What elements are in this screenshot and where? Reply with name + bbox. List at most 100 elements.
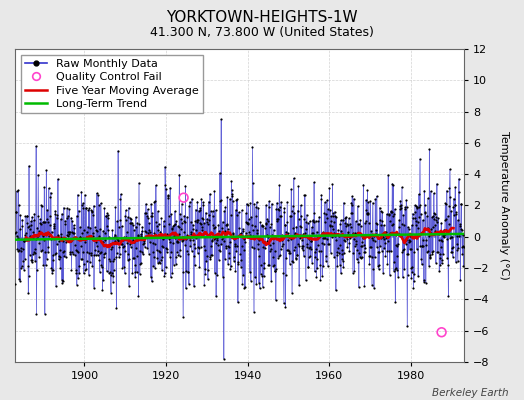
Point: [325, 185, 333, 191]
Point: [244, 220, 252, 226]
Point: [264, 262, 272, 268]
Point: [31, 236, 40, 242]
Point: [75, 234, 84, 240]
Point: [135, 180, 143, 186]
Point: [340, 237, 348, 243]
Point: [363, 210, 372, 216]
Point: [241, 239, 249, 245]
Point: [265, 198, 274, 204]
Point: [100, 205, 108, 212]
Point: [39, 218, 48, 225]
Point: [223, 221, 231, 228]
Point: [173, 223, 182, 229]
Point: [192, 235, 201, 241]
Point: [91, 236, 99, 242]
Point: [311, 268, 319, 275]
Point: [377, 235, 386, 242]
Point: [240, 285, 248, 291]
Point: [128, 255, 137, 261]
Point: [132, 245, 140, 251]
Point: [149, 240, 158, 246]
Point: [184, 269, 192, 276]
Point: [176, 247, 184, 253]
Point: [400, 266, 408, 272]
Point: [230, 258, 238, 264]
Point: [129, 222, 137, 228]
Point: [114, 237, 122, 244]
Point: [65, 229, 73, 235]
Point: [50, 222, 59, 229]
Point: [149, 249, 157, 256]
Point: [391, 299, 399, 305]
Point: [432, 260, 440, 266]
Point: [154, 227, 162, 233]
Point: [20, 232, 29, 238]
Point: [153, 254, 161, 261]
Point: [36, 221, 45, 227]
Point: [202, 209, 210, 216]
Point: [145, 250, 153, 257]
Point: [169, 240, 177, 246]
Point: [127, 220, 135, 226]
Point: [344, 229, 352, 236]
Point: [203, 216, 211, 222]
Point: [395, 230, 403, 237]
Point: [373, 193, 381, 200]
Point: [304, 254, 313, 260]
Point: [275, 252, 283, 259]
Point: [366, 253, 374, 259]
Point: [71, 242, 80, 248]
Point: [34, 233, 42, 240]
Point: [198, 227, 206, 233]
Point: [429, 213, 437, 220]
Point: [453, 247, 462, 253]
Point: [421, 209, 430, 216]
Point: [64, 231, 73, 238]
Point: [88, 208, 96, 214]
Point: [137, 260, 145, 266]
Point: [107, 290, 115, 296]
Point: [369, 233, 378, 240]
Point: [294, 240, 302, 247]
Point: [294, 216, 303, 222]
Point: [457, 201, 465, 207]
Point: [150, 230, 158, 236]
Point: [410, 202, 419, 208]
Point: [90, 252, 99, 258]
Point: [337, 247, 346, 254]
Point: [215, 247, 223, 254]
Point: [195, 220, 204, 226]
Point: [413, 204, 422, 210]
Point: [298, 244, 307, 251]
Point: [284, 230, 292, 236]
Point: [178, 200, 186, 207]
Point: [12, 208, 20, 215]
Point: [385, 210, 393, 217]
Point: [76, 234, 84, 240]
Point: [276, 204, 284, 211]
Point: [396, 203, 405, 210]
Point: [238, 280, 246, 287]
Point: [196, 244, 205, 250]
Point: [77, 256, 85, 262]
Point: [138, 235, 147, 241]
Point: [276, 213, 285, 219]
Point: [422, 242, 430, 249]
Point: [190, 283, 198, 290]
Point: [180, 212, 188, 219]
Point: [252, 213, 260, 220]
Point: [200, 282, 209, 288]
Point: [109, 279, 117, 285]
Point: [134, 293, 143, 299]
Point: [418, 261, 426, 268]
Point: [259, 244, 267, 250]
Point: [67, 214, 75, 221]
Point: [457, 201, 465, 207]
Point: [179, 313, 187, 320]
Point: [405, 237, 413, 243]
Point: [105, 240, 114, 247]
Point: [169, 262, 178, 268]
Point: [243, 200, 251, 207]
Point: [266, 248, 275, 254]
Point: [102, 212, 110, 219]
